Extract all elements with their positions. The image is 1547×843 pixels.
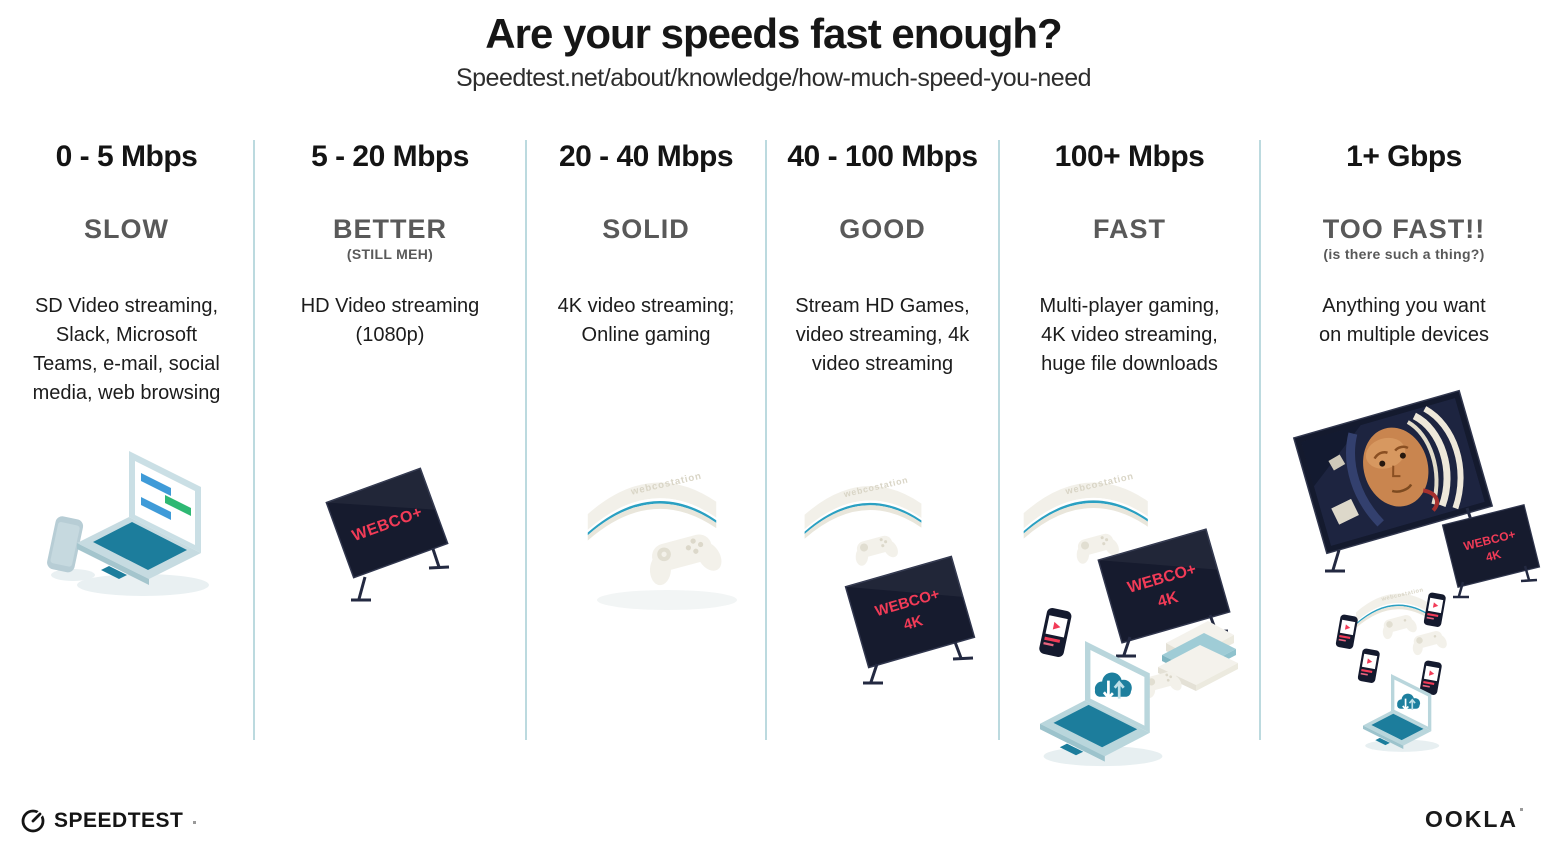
tv-screen bbox=[1441, 504, 1541, 588]
tier-label: BETTER bbox=[333, 214, 447, 244]
tier-note: (STILL MEH) bbox=[346, 246, 434, 262]
laptop-cloud-icon bbox=[1363, 674, 1440, 752]
console-illustration: webcostation bbox=[587, 471, 737, 610]
tier-label: FAST bbox=[1092, 214, 1166, 244]
laptop-icon bbox=[77, 451, 201, 585]
cloud-sync-icon bbox=[1397, 693, 1421, 711]
speed-columns: 0 - 5 Mbps SLOW SD Video streaming, Slac… bbox=[0, 140, 1547, 767]
speed-range-label: 40 - 100 Mbps bbox=[787, 140, 978, 173]
speed-column-40-100: 40 - 100 Mbps GOOD Stream HD Games, vide… bbox=[767, 140, 1000, 740]
console-icon: webcostation bbox=[587, 471, 717, 541]
tier-note: (is there such a thing?) bbox=[1323, 246, 1485, 262]
speed-column-5-20: 5 - 20 Mbps BETTER (STILL MEH) HD Video … bbox=[255, 140, 527, 740]
speed-column-1gbps: 1+ Gbps TOO FAST!! (is there such a thin… bbox=[1261, 140, 1547, 752]
speed-column-20-40: 20 - 40 Mbps SOLID 4K video streaming; O… bbox=[527, 140, 767, 740]
tier-description: Stream HD Games, video streaming, 4k vid… bbox=[795, 295, 970, 375]
screen-gloss bbox=[326, 468, 436, 510]
speedtest-logo: SPEEDTEST bbox=[20, 808, 197, 834]
tv-resolution-label: 4K bbox=[902, 612, 925, 634]
ookla-wordmark: OOKLA bbox=[1424, 806, 1518, 832]
laptop-chat-illustration bbox=[47, 451, 209, 596]
laptop-edge bbox=[77, 543, 149, 585]
tv-4k-icon: WEBCO+ 4K bbox=[1097, 528, 1231, 644]
console-slab-icon bbox=[1158, 621, 1238, 691]
shadow bbox=[597, 590, 737, 610]
screen-gloss bbox=[845, 556, 963, 597]
tv-legs bbox=[1453, 565, 1538, 599]
big-tv-icon bbox=[1292, 389, 1494, 555]
tier-description: Anything you want on multiple devices bbox=[1318, 295, 1490, 346]
game-controller-icon bbox=[855, 535, 898, 566]
ookla-logo: OOKLA bbox=[1425, 806, 1523, 833]
tier-label: SLOW bbox=[84, 214, 169, 244]
speed-column-100plus: 100+ Mbps FAST Multi-player gaming, 4K v… bbox=[1000, 140, 1261, 767]
multi-device-illustration: webcostation WEBCO+ 4K bbox=[1023, 471, 1238, 767]
phone-video-icon bbox=[1335, 614, 1358, 649]
shadow bbox=[77, 574, 209, 596]
laptop-trackpad bbox=[1059, 743, 1084, 756]
everything-illustration: WEBCO+ 4K webcostation bbox=[1292, 389, 1541, 752]
speed-range-label: 20 - 40 Mbps bbox=[558, 140, 734, 173]
tier-description: Multi-player gaming, 4K video streaming,… bbox=[1039, 295, 1220, 375]
tv-screen bbox=[1097, 528, 1231, 644]
speed-range-label: 5 - 20 Mbps bbox=[311, 140, 469, 173]
page-subtitle: Speedtest.net/about/knowledge/how-much-s… bbox=[455, 64, 1092, 92]
console-tv-illustration: webcostation WEBCO+ 4K bbox=[804, 475, 976, 685]
speed-range-label: 0 - 5 Mbps bbox=[55, 140, 198, 173]
laptop-cloud-icon bbox=[1040, 641, 1163, 767]
phone-video-icon bbox=[1419, 660, 1442, 695]
tv-resolution-label: 4K bbox=[1156, 589, 1181, 611]
tv-resolution-label: 4K bbox=[1484, 547, 1503, 564]
tier-description: SD Video streaming, Slack, Microsoft Tea… bbox=[32, 295, 221, 404]
cloud-sync-icon bbox=[1094, 672, 1132, 700]
speed-range-label: 100+ Mbps bbox=[1054, 140, 1205, 173]
phone-icon bbox=[47, 516, 84, 573]
tv-hd-icon: WEBCO+ bbox=[325, 467, 449, 579]
game-controller-icon bbox=[1382, 614, 1417, 640]
tier-description: 4K video streaming; Online gaming bbox=[557, 295, 735, 346]
phone-video-icon bbox=[1423, 592, 1446, 627]
tier-label: SOLID bbox=[602, 214, 690, 244]
phone-video-icon bbox=[1357, 648, 1380, 683]
speedtest-gauge-icon bbox=[21, 809, 45, 833]
speedtest-wordmark: SPEEDTEST bbox=[54, 809, 184, 832]
tv-legs bbox=[351, 548, 450, 602]
tier-label: TOO FAST!! bbox=[1322, 214, 1486, 244]
console-icon: webcostation bbox=[804, 475, 922, 539]
tv-screen bbox=[844, 555, 976, 669]
tv-legs bbox=[863, 641, 974, 685]
phone-video-icon bbox=[1039, 608, 1072, 657]
speed-column-0-5: 0 - 5 Mbps SLOW SD Video streaming, Slac… bbox=[0, 140, 255, 740]
shadow bbox=[51, 569, 95, 581]
tier-label: GOOD bbox=[839, 214, 926, 244]
speed-range-label: 1+ Gbps bbox=[1346, 140, 1462, 173]
tv-4k-icon: WEBCO+ 4K bbox=[844, 555, 976, 669]
laptop-keyboard bbox=[93, 522, 187, 570]
tv-4k-icon: WEBCO+ 4K bbox=[1441, 504, 1541, 588]
movie-scene bbox=[1301, 398, 1485, 546]
page-title: Are your speeds fast enough? bbox=[485, 10, 1062, 57]
tier-description: HD Video streaming (1080p) bbox=[300, 295, 480, 346]
chat-bubbles-icon bbox=[141, 473, 191, 520]
console-icon: webcostation bbox=[1023, 471, 1148, 539]
laptop-trackpad bbox=[101, 566, 127, 579]
tv-illustration: WEBCO+ bbox=[325, 467, 450, 602]
screen-gloss bbox=[1098, 529, 1218, 570]
laptop-edge bbox=[1040, 723, 1105, 762]
tv-screen bbox=[325, 467, 449, 579]
game-controller-icon bbox=[649, 534, 722, 586]
trademark-mark bbox=[193, 820, 197, 824]
game-controller-icon bbox=[1412, 630, 1447, 656]
game-controller-icon bbox=[1076, 533, 1119, 564]
trademark-mark bbox=[1520, 808, 1523, 811]
laptop-keyboard bbox=[1053, 704, 1138, 748]
